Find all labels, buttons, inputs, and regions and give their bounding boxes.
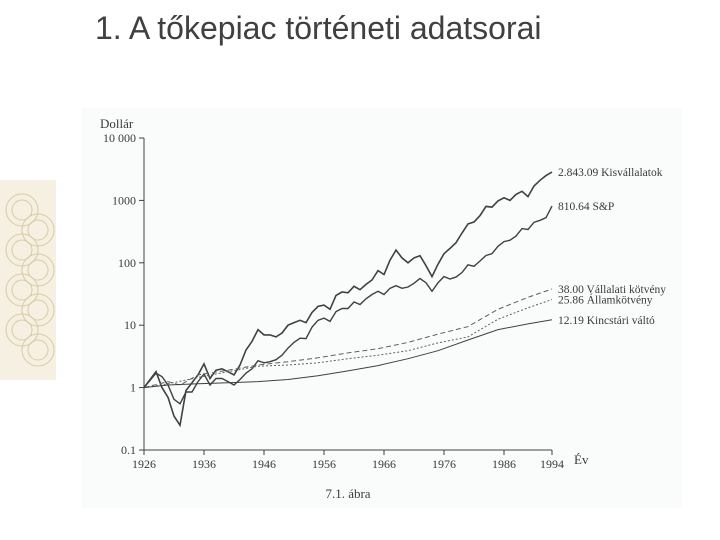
series-label: 810.64 S&P: [558, 201, 614, 213]
series-label: 12.19 Kincstári váltó: [558, 315, 655, 327]
series-label: 25.86 Államkötvény: [558, 292, 653, 306]
series-label: 2.843.09 Kisvállalatok: [558, 167, 663, 179]
chart-caption: 7.1. ábra: [325, 486, 370, 501]
x-tick-label: 1936: [192, 457, 216, 471]
y-tick-label: 1: [130, 381, 136, 395]
y-axis-label: Dollár: [100, 116, 134, 131]
x-tick-label: 1966: [372, 457, 396, 471]
line-chart: Dollár 0.1 1 10 100 1000 10 000 1926 1936 1946 195…: [82, 108, 682, 508]
x-tick-label: 1986: [492, 457, 516, 471]
x-tick-label: 1976: [432, 457, 456, 471]
x-tick-label: 1956: [312, 457, 336, 471]
x-tick-label: 1926: [132, 457, 156, 471]
page-title: 1. A tőkepiac történeti adatsorai: [95, 10, 542, 47]
x-tick-label: 1994: [540, 457, 564, 471]
chart-container: Dollár 0.1 1 10 100 1000 10 000 1926 1936 1946 195…: [82, 108, 682, 508]
y-tick-label: 0.1: [121, 443, 136, 457]
x-axis-label: Év: [574, 452, 589, 467]
slide-ornament: [0, 180, 56, 380]
x-tick-label: 1946: [252, 457, 276, 471]
y-tick-label: 100: [118, 256, 136, 270]
y-tick-label: 10 000: [103, 131, 136, 145]
y-tick-label: 1000: [112, 193, 136, 207]
series-Kisvállalatok: [144, 172, 552, 425]
series-Államkötvény: [144, 300, 552, 388]
y-tick-label: 10: [124, 318, 136, 332]
series-Vállalati kötvény: [144, 289, 552, 388]
